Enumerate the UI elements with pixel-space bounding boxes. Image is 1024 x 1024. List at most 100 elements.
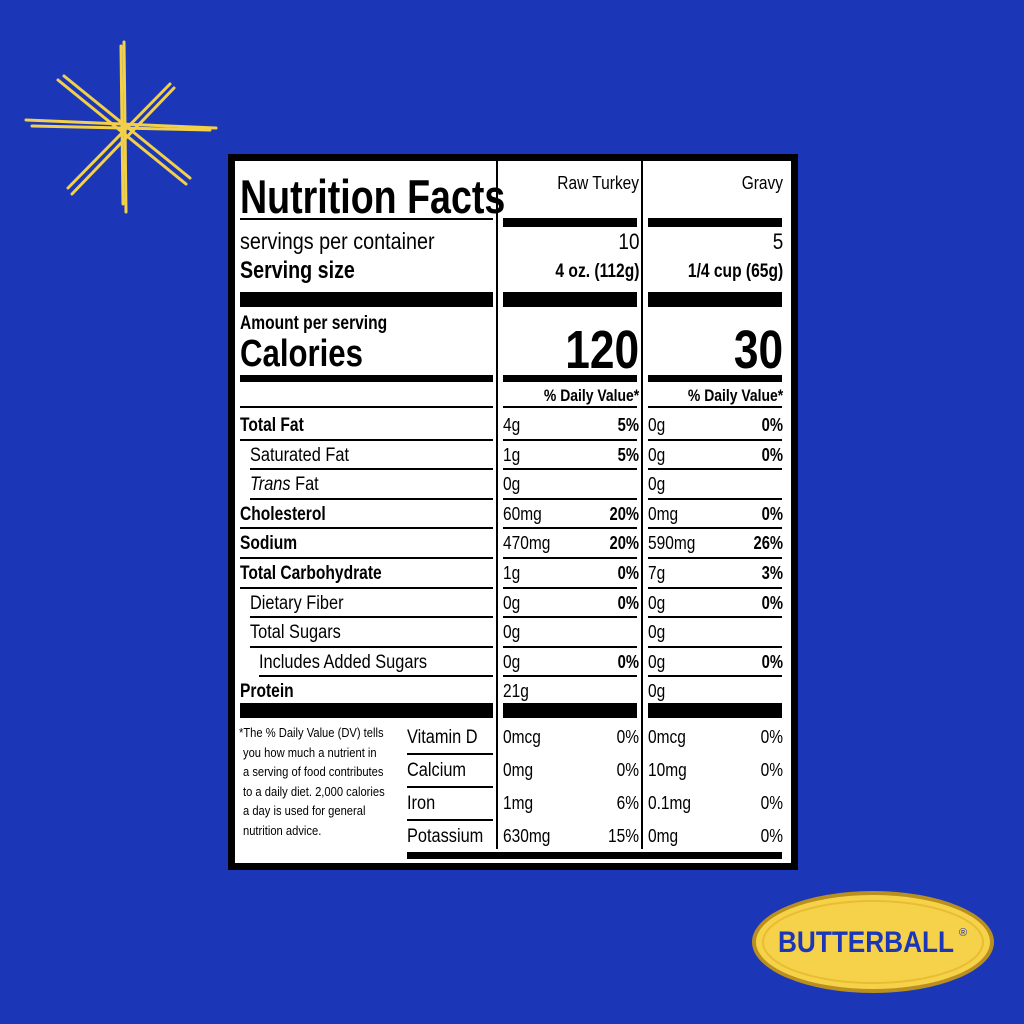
nutrient-amount-gravy: 0g <box>648 681 666 702</box>
dv-header-turkey: % Daily Value* <box>543 386 639 405</box>
vitamin-amount-gravy: 0.1mg <box>648 793 692 813</box>
nutrient-amount-turkey: 0g <box>503 651 521 672</box>
row-rule <box>407 753 493 755</box>
nutrient-dv-turkey: 0% <box>617 563 639 583</box>
vitamin-dv-turkey: 15% <box>608 826 639 846</box>
nutrition-panel: Nutrition Facts Raw Turkey Gravy serving… <box>235 161 791 863</box>
footnote-line: nutrition advice. <box>243 822 322 838</box>
serving-size-gravy: 1/4 cup (65g) <box>687 261 783 282</box>
row-rule <box>648 586 782 589</box>
row-rule <box>240 527 493 530</box>
footnote-line: a day is used for general <box>243 803 366 818</box>
column-divider <box>641 161 643 849</box>
row-rule <box>648 438 782 441</box>
rule-thick <box>240 292 493 307</box>
footnote-line: you how much a nutrient in <box>243 744 377 760</box>
nutrient-amount-gravy: 0g <box>648 592 666 613</box>
nutrient-name: Dietary Fiber <box>250 592 344 614</box>
sparkle-icon <box>24 40 218 214</box>
vitamin-dv-turkey: 0% <box>616 760 639 780</box>
dv-header-gravy: % Daily Value* <box>687 386 783 405</box>
vitamin-name: Vitamin D <box>407 727 478 748</box>
vitamin-dv-gravy: 0% <box>760 760 783 780</box>
nutrient-name: Total Sugars <box>250 622 341 644</box>
row-rule <box>503 527 637 530</box>
nutrient-dv-turkey: 0% <box>617 651 639 672</box>
nutrient-name-prefix: Trans <box>250 474 291 496</box>
nutrient-amount-turkey: 21g <box>503 681 529 702</box>
vitamin-amount-turkey: 630mg <box>503 826 551 846</box>
label-title: Nutrition Facts <box>240 170 506 223</box>
row-rule <box>503 468 637 471</box>
row-rule <box>648 468 782 471</box>
nutrient-amount-turkey: 0g <box>503 474 521 495</box>
nutrient-amount-gravy: 0mg <box>648 503 679 524</box>
row-rule <box>503 557 637 559</box>
column-header-turkey: Raw Turkey <box>557 173 639 193</box>
calories-gravy: 30 <box>733 320 783 380</box>
nutrient-amount-gravy: 0g <box>648 415 666 435</box>
rule-thick <box>648 292 782 307</box>
row-rule <box>407 819 493 821</box>
nutrient-name: Cholesterol <box>240 503 326 525</box>
nutrient-name: Saturated Fat <box>250 444 350 466</box>
nutrient-amount-turkey: 1g <box>503 563 521 583</box>
vitamin-name: Iron <box>407 793 436 814</box>
nutrient-name: Trans Fat <box>250 475 319 494</box>
rule <box>503 406 637 408</box>
nutrient-name: Sodium <box>240 533 298 555</box>
serving-size-label: Serving size <box>240 257 355 284</box>
rule-medium <box>240 375 493 382</box>
rule-medium <box>648 375 782 382</box>
nutrient-dv-turkey: 20% <box>609 503 639 524</box>
row-rule <box>503 586 637 589</box>
nutrient-dv-turkey: 20% <box>609 533 639 554</box>
footnote-line: to a daily diet. 2,000 calories <box>243 783 385 799</box>
nutrient-name: Includes Added Sugars <box>259 651 428 673</box>
nutrient-amount-gravy: 7g <box>648 563 666 583</box>
nutrient-amount-turkey: 470mg <box>503 533 551 554</box>
row-rule <box>648 557 782 559</box>
nutrient-dv-gravy: 0% <box>761 503 783 524</box>
row-rule <box>503 675 637 678</box>
row-rule <box>407 786 493 788</box>
vitamin-dv-gravy: 0% <box>760 793 783 813</box>
nutrient-amount-turkey: 1g <box>503 444 521 465</box>
vitamin-name: Potassium <box>407 826 484 847</box>
nutrient-amount-gravy: 0g <box>648 444 666 465</box>
nutrient-amount-gravy: 0g <box>648 622 666 643</box>
vitamin-amount-gravy: 10mg <box>648 760 687 780</box>
row-rule <box>503 616 637 619</box>
nutrient-name-rest: Fat <box>290 474 319 496</box>
nutrient-dv-turkey: 0% <box>617 592 639 613</box>
nutrient-dv-gravy: 0% <box>761 592 783 613</box>
nutrition-label: Nutrition Facts Raw Turkey Gravy serving… <box>228 154 798 870</box>
vitamin-dv-gravy: 0% <box>760 826 783 846</box>
nutrient-amount-turkey: 0g <box>503 592 521 613</box>
row-rule <box>240 557 493 559</box>
nutrient-dv-gravy: 26% <box>753 533 783 554</box>
butterball-logo: BUTTERBALL ® <box>752 891 994 993</box>
row-rule <box>648 645 782 648</box>
nutrient-amount-turkey: 0g <box>503 622 521 643</box>
rule-thick <box>648 703 782 718</box>
vitamin-amount-gravy: 0mg <box>648 826 679 846</box>
rule <box>240 218 493 220</box>
rule <box>240 406 493 408</box>
row-rule <box>648 675 782 678</box>
row-rule <box>250 497 493 500</box>
vitamin-amount-gravy: 0mcg <box>648 727 686 747</box>
nutrient-name: Total Carbohydrate <box>240 563 382 584</box>
logo-text: BUTTERBALL <box>778 926 954 959</box>
nutrient-amount-turkey: 60mg <box>503 503 542 524</box>
nutrient-dv-turkey: 5% <box>617 415 639 435</box>
nutrient-name: Protein <box>240 681 294 703</box>
nutrient-amount-gravy: 0g <box>648 474 666 495</box>
rule-bottom <box>407 852 782 859</box>
rule-thick <box>240 703 493 718</box>
nutrient-dv-gravy: 3% <box>761 563 783 583</box>
footnote-line: *The % Daily Value (DV) tells <box>239 725 384 740</box>
registered-mark: ® <box>959 927 967 939</box>
nutrient-dv-gravy: 0% <box>761 651 783 672</box>
vitamin-dv-turkey: 0% <box>616 727 639 747</box>
